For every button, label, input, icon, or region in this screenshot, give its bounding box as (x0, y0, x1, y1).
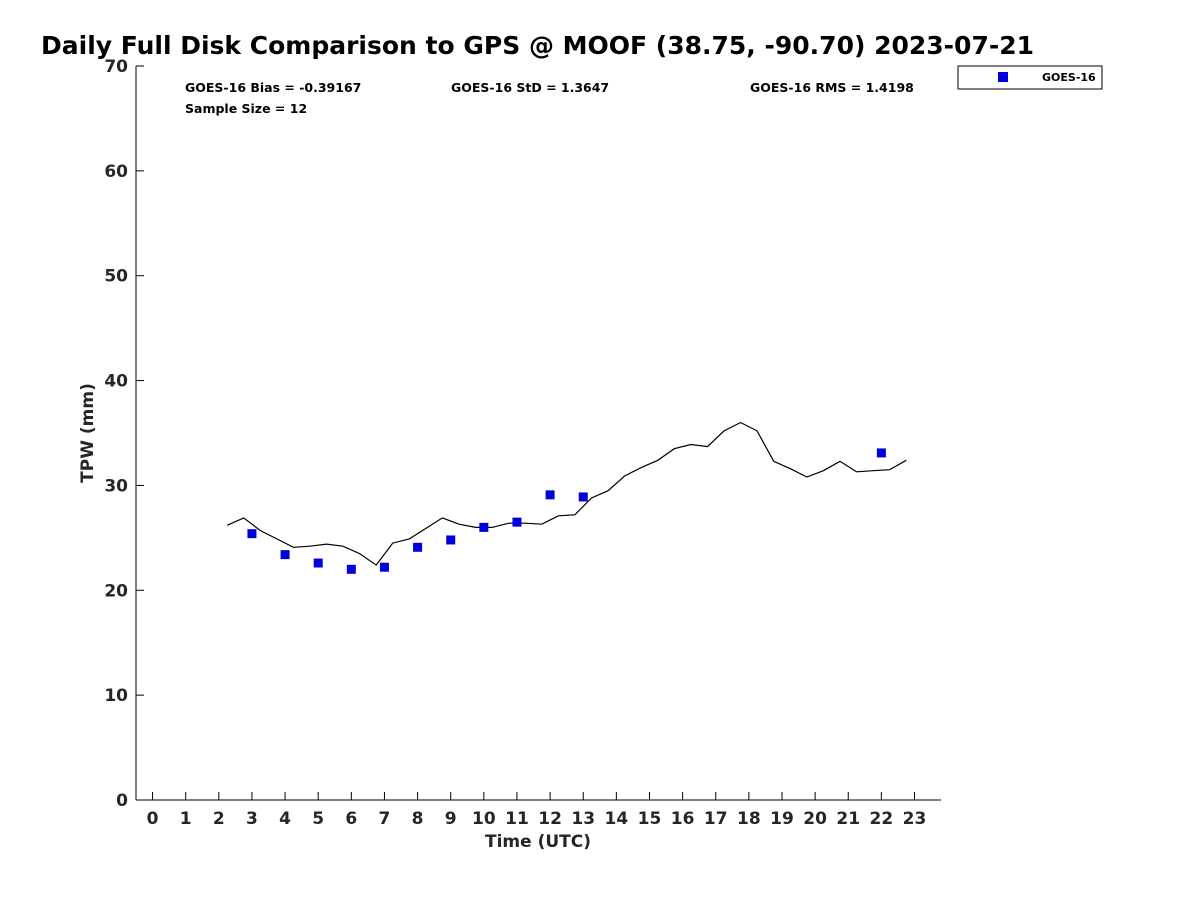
rms-annotation: GOES-16 RMS = 1.4198 (750, 80, 914, 95)
x-tick-label: 2 (213, 809, 225, 829)
x-tick-label: 10 (472, 809, 496, 829)
x-tick-label: 6 (345, 809, 357, 829)
y-ticks: 0 10 20 30 40 50 60 70 (104, 57, 144, 811)
x-tick-label: 19 (770, 809, 794, 829)
x-tick-label: 13 (571, 809, 595, 829)
bias-annotation: GOES-16 Bias = -0.39167 (185, 80, 361, 95)
goes-16-point (247, 529, 257, 539)
x-tick-label: 7 (379, 809, 391, 829)
gps-line-series (226, 421, 907, 566)
x-tick-label: 20 (803, 809, 827, 829)
x-tick-label: 3 (246, 809, 258, 829)
stats-annotations: GOES-16 Bias = -0.39167 GOES-16 StD = 1.… (185, 80, 914, 116)
x-tick-label: 0 (147, 809, 159, 829)
x-tick-label: 12 (538, 809, 562, 829)
goes-16-point (446, 535, 456, 545)
legend: GOES-16 (957, 65, 1103, 90)
y-tick-label: 70 (104, 57, 128, 77)
x-axis-label: Time (UTC) (485, 832, 591, 852)
y-tick-label: 0 (116, 791, 128, 811)
gps-tpw-line (226, 421, 907, 566)
x-tick-label: 18 (737, 809, 761, 829)
y-tick-label: 40 (104, 372, 128, 392)
sample-size-annotation: Sample Size = 12 (185, 101, 307, 116)
goes-16-point (512, 517, 522, 527)
goes-16-point (313, 558, 323, 568)
x-tick-label: 1 (180, 809, 192, 829)
goes-16-point (876, 448, 886, 458)
goes-16-point (545, 490, 555, 500)
x-ticks: 0 1 2 3 4 5 6 7 8 9 10 11 12 13 14 15 16 17 18 19 20 21 22 23 (147, 792, 927, 829)
y-tick-label: 10 (104, 686, 128, 706)
legend-box (957, 65, 1103, 90)
x-tick-label: 11 (505, 809, 529, 829)
chart-title: Daily Full Disk Comparison to GPS @ MOOF… (41, 31, 1034, 60)
y-tick-label: 50 (104, 267, 128, 287)
axes (135, 66, 941, 801)
goes-16-scatter-series (247, 448, 886, 574)
y-axis-label: TPW (mm) (78, 383, 98, 483)
x-tick-label: 21 (836, 809, 860, 829)
y-tick-label: 60 (104, 162, 128, 182)
x-tick-label: 14 (605, 809, 629, 829)
x-tick-label: 9 (445, 809, 457, 829)
std-annotation: GOES-16 StD = 1.3647 (451, 80, 609, 95)
goes-16-point (479, 522, 489, 532)
legend-marker (998, 72, 1008, 82)
goes-16-point (346, 564, 356, 574)
goes-16-point (379, 562, 389, 572)
x-tick-label: 22 (870, 809, 894, 829)
x-tick-label: 8 (412, 809, 424, 829)
x-tick-label: 23 (903, 809, 927, 829)
y-tick-label: 30 (104, 476, 128, 496)
x-tick-label: 15 (638, 809, 662, 829)
goes-16-point (280, 550, 290, 560)
goes-16-point (413, 542, 423, 552)
x-tick-label: 4 (279, 809, 291, 829)
x-tick-label: 16 (671, 809, 695, 829)
x-tick-label: 5 (312, 809, 324, 829)
legend-label: GOES-16 (1042, 71, 1096, 84)
x-tick-label: 17 (704, 809, 728, 829)
goes-16-point (578, 492, 588, 502)
y-tick-label: 20 (104, 581, 128, 601)
